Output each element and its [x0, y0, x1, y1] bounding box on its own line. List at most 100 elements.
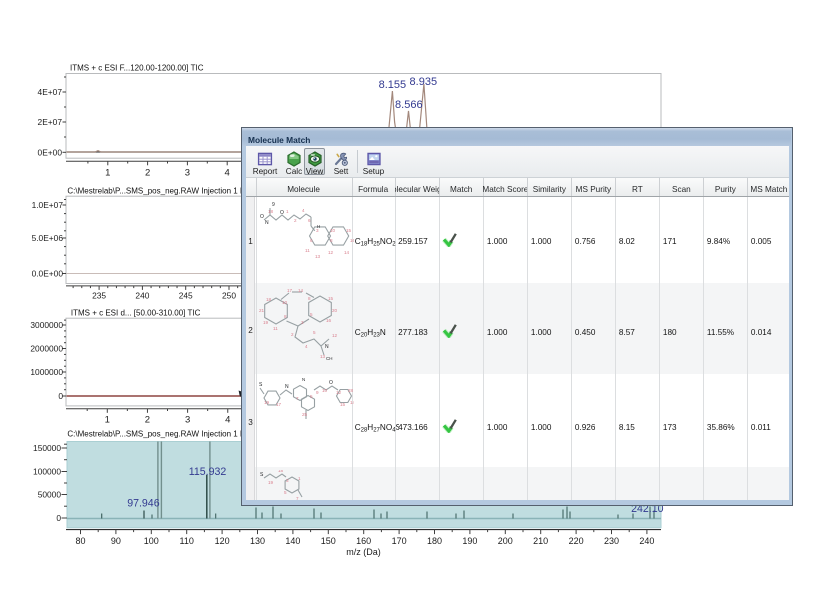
svg-text:120: 120 — [215, 536, 230, 546]
svg-text:240: 240 — [135, 290, 149, 300]
svg-text:9: 9 — [316, 390, 319, 395]
svg-text:150000: 150000 — [33, 443, 61, 453]
svg-text:10: 10 — [330, 228, 336, 233]
svg-text:2E+07: 2E+07 — [38, 117, 63, 127]
svg-text:200: 200 — [498, 536, 513, 546]
svg-text:235: 235 — [92, 290, 106, 300]
svg-text:13: 13 — [320, 354, 326, 359]
svg-text:210: 210 — [533, 536, 548, 546]
svg-text:4: 4 — [225, 414, 230, 425]
svg-text:3: 3 — [185, 167, 190, 178]
svg-text:8.935: 8.935 — [410, 76, 438, 88]
svg-text:O: O — [280, 210, 284, 216]
svg-text:17: 17 — [276, 402, 282, 407]
svg-text:97.946: 97.946 — [127, 498, 160, 510]
svg-text:0.0E+00: 0.0E+00 — [32, 269, 64, 279]
svg-text:10: 10 — [322, 388, 328, 393]
svg-text:25: 25 — [302, 412, 308, 417]
svg-text:1: 1 — [105, 167, 110, 178]
svg-text:90: 90 — [111, 536, 121, 546]
svg-text:6: 6 — [308, 218, 311, 223]
svg-text:21: 21 — [259, 308, 265, 313]
svg-text:11: 11 — [273, 326, 278, 331]
svg-text:7: 7 — [296, 396, 299, 401]
svg-text:ITMS + c ESI d... [50.00-310.0: ITMS + c ESI d... [50.00-310.00] TIC — [71, 308, 201, 317]
svg-text:2: 2 — [145, 167, 150, 178]
svg-text:10: 10 — [282, 300, 288, 305]
svg-text:28: 28 — [348, 388, 354, 393]
svg-text:ITMS + c ESI F...120.00-1200.0: ITMS + c ESI F...120.00-1200.00] TIC — [70, 64, 204, 73]
svg-text:8.155: 8.155 — [379, 79, 407, 91]
svg-text:N: N — [285, 384, 289, 390]
svg-text:17: 17 — [287, 288, 293, 293]
svg-text:S: S — [260, 472, 264, 478]
svg-text:9: 9 — [272, 202, 275, 208]
svg-text:4: 4 — [305, 344, 308, 349]
svg-text:2: 2 — [294, 218, 297, 223]
svg-text:12: 12 — [332, 333, 338, 338]
svg-text:S: S — [259, 382, 263, 388]
svg-text:4: 4 — [225, 167, 230, 178]
svg-text:12: 12 — [336, 390, 342, 395]
svg-text:20: 20 — [332, 308, 338, 313]
svg-text:2: 2 — [145, 414, 150, 425]
svg-text:170: 170 — [392, 536, 407, 546]
svg-text:N: N — [265, 220, 269, 226]
svg-text:13: 13 — [315, 254, 321, 258]
svg-text:8: 8 — [284, 314, 287, 319]
svg-text:1: 1 — [286, 209, 289, 214]
svg-text:160: 160 — [356, 536, 371, 546]
svg-text:O: O — [329, 380, 333, 386]
svg-text:2: 2 — [291, 332, 294, 337]
svg-text:5.0E+06: 5.0E+06 — [32, 233, 64, 243]
svg-text:6: 6 — [310, 238, 313, 243]
svg-text:8: 8 — [330, 238, 333, 243]
svg-text:3: 3 — [185, 414, 190, 425]
svg-text:2000000: 2000000 — [30, 344, 63, 354]
svg-text:5: 5 — [310, 394, 313, 399]
svg-text:4: 4 — [302, 208, 305, 213]
svg-text:18: 18 — [266, 297, 272, 302]
svg-text:O: O — [260, 214, 264, 220]
svg-text:19: 19 — [268, 480, 274, 485]
svg-text:C:\Mestrelab\P...SMS_pos_neg.R: C:\Mestrelab\P...SMS_pos_neg.RAW Injecti… — [67, 430, 294, 439]
svg-text:m/z (Da): m/z (Da) — [346, 547, 381, 557]
svg-text:190: 190 — [462, 536, 477, 546]
svg-text:11: 11 — [305, 248, 310, 253]
svg-text:1.0E+07: 1.0E+07 — [32, 200, 64, 210]
svg-text:115.932: 115.932 — [189, 466, 227, 478]
svg-text:15: 15 — [340, 402, 346, 407]
svg-text:0: 0 — [56, 513, 61, 523]
svg-text:150: 150 — [321, 536, 336, 546]
svg-text:5: 5 — [310, 312, 313, 317]
svg-text:110: 110 — [180, 536, 194, 546]
svg-text:220: 220 — [569, 536, 584, 546]
svg-text:130: 130 — [250, 536, 265, 546]
svg-text:CH: CH — [326, 356, 333, 361]
svg-text:14: 14 — [350, 400, 354, 405]
svg-text:100000: 100000 — [33, 467, 61, 477]
svg-text:80: 80 — [75, 536, 85, 546]
svg-text:15: 15 — [328, 296, 334, 301]
svg-text:7: 7 — [296, 496, 299, 500]
svg-text:140: 140 — [285, 536, 300, 546]
svg-text:C:\Mestrelab\P...SMS_pos_neg.R: C:\Mestrelab\P...SMS_pos_neg.RAW Injecti… — [67, 186, 294, 195]
svg-text:5: 5 — [313, 330, 316, 335]
svg-text:3: 3 — [286, 478, 289, 483]
svg-text:14: 14 — [298, 288, 304, 293]
svg-text:3: 3 — [301, 320, 304, 325]
svg-text:4E+07: 4E+07 — [38, 87, 63, 97]
svg-text:12: 12 — [328, 250, 334, 255]
svg-text:5: 5 — [284, 490, 287, 495]
svg-text:180: 180 — [427, 536, 442, 546]
svg-text:15: 15 — [346, 228, 352, 233]
svg-text:1: 1 — [105, 414, 110, 425]
svg-text:50000: 50000 — [38, 490, 62, 500]
svg-text:N: N — [325, 344, 329, 350]
svg-text:1: 1 — [298, 476, 301, 481]
svg-text:230: 230 — [604, 536, 619, 546]
svg-text:8.566: 8.566 — [395, 99, 423, 111]
svg-text:H: H — [317, 224, 320, 229]
svg-text:19: 19 — [264, 400, 270, 405]
svg-text:250: 250 — [222, 290, 236, 300]
